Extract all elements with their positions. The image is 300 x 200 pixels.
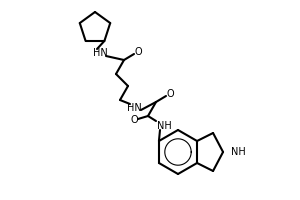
Text: O: O xyxy=(166,89,174,99)
Text: NH: NH xyxy=(157,121,171,131)
Text: O: O xyxy=(130,115,138,125)
Text: O: O xyxy=(134,47,142,57)
Text: HN: HN xyxy=(93,48,107,58)
Text: NH: NH xyxy=(231,147,246,157)
Text: HN: HN xyxy=(127,103,141,113)
